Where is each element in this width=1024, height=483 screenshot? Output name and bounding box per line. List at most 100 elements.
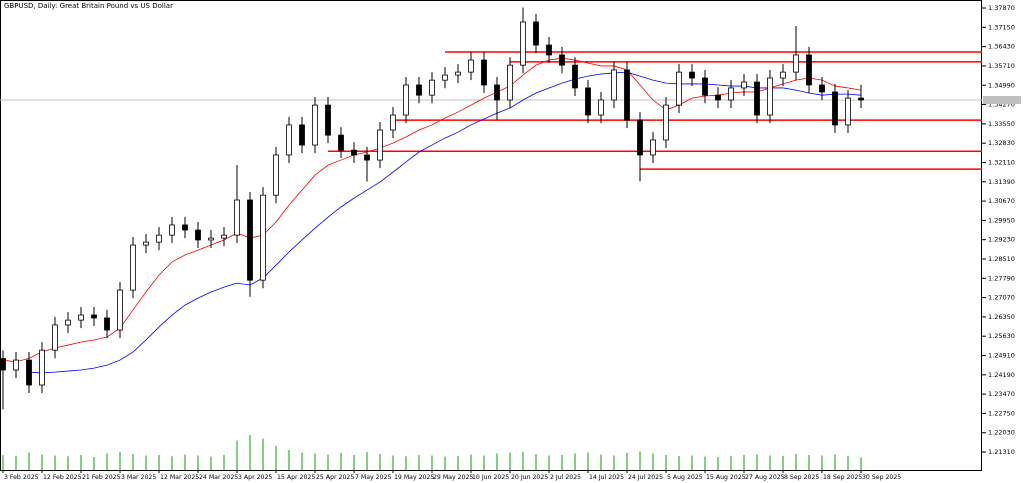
volume-bar	[132, 454, 134, 470]
volume-bar	[366, 452, 368, 470]
x-tick-label: 15 Aug 2025	[706, 474, 746, 481]
volume-bar	[80, 455, 82, 470]
volume-bar	[782, 456, 784, 470]
candle-body	[858, 97, 864, 101]
candle-body	[598, 99, 604, 116]
candle-body	[338, 134, 344, 151]
chart-title: GBPUSD, Daily: Great Britain Pound vs US…	[4, 2, 173, 10]
volume-bar	[418, 455, 420, 470]
candle-body	[806, 54, 812, 86]
volume-bar	[470, 454, 472, 470]
candle-body	[624, 69, 630, 121]
volume-bar	[860, 457, 862, 470]
volume-bar	[626, 453, 628, 470]
volume-bar	[119, 452, 121, 470]
x-tick-label: 27 Aug 2025	[745, 474, 785, 481]
candle-body	[208, 237, 214, 241]
candle-body	[130, 244, 136, 291]
candle-body	[39, 349, 45, 386]
candle-body	[689, 71, 695, 79]
candle-body	[221, 234, 227, 239]
candle-body	[104, 317, 110, 331]
volume-bar	[301, 452, 303, 470]
x-tick-label: 3 Feb 2025	[4, 474, 39, 481]
volume-bar	[223, 455, 225, 470]
candle-body	[611, 69, 617, 101]
candle-body	[143, 241, 149, 246]
x-tick-label: 21 Feb 2025	[82, 474, 121, 481]
candle-body	[299, 124, 305, 146]
y-tick-label: 1.28510	[988, 255, 1015, 263]
x-tick-label: 8 Sep 2025	[784, 474, 819, 481]
x-tick-label: 15 Apr 2025	[277, 474, 315, 481]
volume-bar	[93, 457, 95, 470]
volume-bar	[262, 438, 264, 470]
candle-body	[78, 314, 84, 321]
volume-bar	[535, 454, 537, 470]
candle-body	[65, 319, 71, 326]
candle-body	[793, 54, 799, 73]
candle-body	[754, 81, 760, 116]
volume-bar	[691, 455, 693, 470]
x-tick-label: 14 Jul 2025	[589, 474, 624, 481]
y-tick-label: 1.36430	[988, 43, 1015, 51]
candle-body	[195, 229, 201, 241]
y-tick-label: 1.26350	[988, 313, 1015, 321]
x-tick-label: 3 Mar 2025	[121, 474, 156, 481]
y-tick-label: 1.37150	[988, 23, 1015, 31]
volume-bar	[28, 452, 30, 470]
candle-body	[0, 358, 6, 371]
x-tick-label: 24 Jul 2025	[628, 474, 663, 481]
candle-body	[169, 224, 175, 236]
volume-bar	[769, 455, 771, 470]
volume-bar	[561, 455, 563, 470]
candle-body	[845, 97, 851, 126]
y-tick-label: 1.30670	[988, 197, 1015, 205]
volume-bar	[574, 453, 576, 470]
candle-body	[494, 84, 500, 101]
y-tick-label: 1.34990	[988, 81, 1015, 89]
volume-bar	[2, 455, 4, 470]
y-tick-label: 1.22750	[988, 409, 1015, 417]
volume-bar	[730, 456, 732, 470]
volume-bar	[15, 456, 17, 470]
candle-body	[637, 119, 643, 156]
volume-bar	[808, 455, 810, 470]
volume-bar	[483, 455, 485, 470]
x-tick-label: 29 May 2025	[433, 474, 473, 481]
volume-bar	[548, 455, 550, 470]
volume-bar	[106, 453, 108, 470]
x-tick-label: 7 May 2025	[355, 474, 391, 481]
candle-body	[533, 21, 539, 46]
candle-body	[364, 154, 370, 161]
candle-body	[663, 104, 669, 141]
volume-bar	[431, 455, 433, 470]
y-tick-label: 1.27070	[988, 294, 1015, 302]
candle-body	[52, 324, 58, 351]
volume-bar	[54, 455, 56, 470]
candle-body	[741, 81, 747, 89]
volume-bar	[171, 456, 173, 470]
x-tick-label: 5 Aug 2025	[667, 474, 703, 481]
volume-bar	[275, 446, 277, 470]
volume-bar	[665, 455, 667, 470]
candle-body	[468, 59, 474, 73]
volume-bar	[587, 452, 589, 470]
volume-bar	[639, 451, 641, 470]
candle-body	[481, 59, 487, 86]
volume-bar	[158, 455, 160, 470]
x-tick-label: 20 Jun 2025	[511, 474, 548, 481]
candle-body	[286, 124, 292, 156]
volume-bar	[756, 454, 758, 470]
candle-body	[182, 224, 188, 231]
volume-bar	[197, 455, 199, 470]
moving-average	[28, 71, 862, 374]
candle-body	[676, 71, 682, 106]
volume-bar	[340, 453, 342, 470]
x-tick-label: 2 Jul 2025	[550, 474, 581, 481]
y-tick-label: 1.33550	[988, 120, 1015, 128]
x-tick-label: 25 Apr 2025	[316, 474, 354, 481]
candle-body	[247, 199, 253, 281]
x-tick-label: 3 Apr 2025	[238, 474, 272, 481]
